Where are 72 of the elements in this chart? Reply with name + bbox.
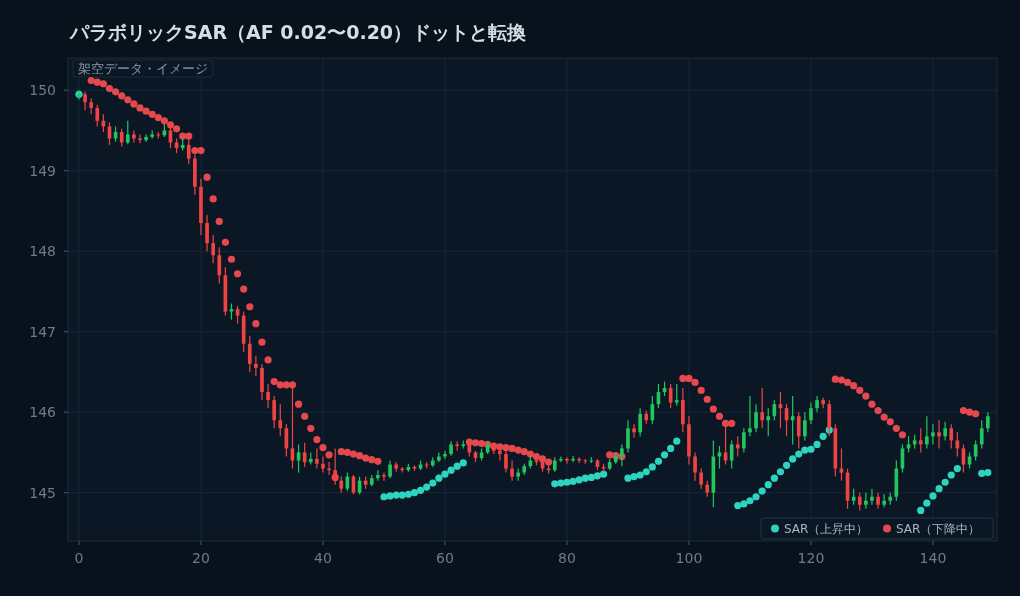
point xyxy=(752,493,760,501)
point xyxy=(587,473,595,482)
point xyxy=(392,491,400,499)
point xyxy=(648,463,656,471)
point xyxy=(398,491,406,499)
point xyxy=(734,501,742,510)
point xyxy=(435,474,443,482)
x-tick-label: 60 xyxy=(436,550,454,566)
point xyxy=(758,487,766,495)
point xyxy=(746,497,754,505)
point xyxy=(935,485,943,493)
point xyxy=(801,446,809,454)
point xyxy=(673,437,681,445)
y-tick-label: 146 xyxy=(29,404,57,421)
y-tick-label: 148 xyxy=(29,243,56,260)
point xyxy=(423,483,431,491)
point xyxy=(984,468,992,477)
point xyxy=(447,466,455,474)
point xyxy=(624,474,632,482)
point xyxy=(813,440,821,448)
point xyxy=(581,474,589,482)
point xyxy=(593,472,602,480)
point xyxy=(789,455,797,463)
point xyxy=(807,445,815,453)
point xyxy=(429,479,437,487)
point xyxy=(563,478,571,486)
point xyxy=(575,476,583,484)
x-tick-label: 100 xyxy=(675,550,703,566)
y-tick-label: 147 xyxy=(29,323,56,340)
point xyxy=(764,481,772,489)
point xyxy=(776,468,785,476)
point xyxy=(917,506,925,515)
point xyxy=(740,500,748,508)
point xyxy=(782,461,791,469)
y-tick-label: 149 xyxy=(29,162,56,179)
point xyxy=(636,471,644,479)
point xyxy=(404,490,412,498)
annotation: 架空データ・イメージ xyxy=(78,61,208,76)
point xyxy=(953,464,961,473)
point xyxy=(557,479,565,487)
point xyxy=(947,471,955,479)
x-tick-label: 0 xyxy=(74,550,84,566)
legend-label: SAR（上昇中） xyxy=(784,522,869,536)
point xyxy=(667,444,675,453)
point xyxy=(416,486,425,494)
point xyxy=(923,499,931,507)
point xyxy=(929,492,937,500)
point xyxy=(453,462,461,470)
point xyxy=(380,493,388,501)
point xyxy=(770,474,778,482)
point xyxy=(569,477,577,486)
point xyxy=(459,459,467,467)
x-tick-label: 20 xyxy=(192,550,210,566)
chart-title: パラボリックSAR（AF 0.02〜0.20）ドットと転換 xyxy=(69,21,528,43)
point xyxy=(819,432,827,440)
point xyxy=(654,457,663,465)
point xyxy=(660,451,669,459)
legend-label: SAR（下降中） xyxy=(896,522,981,536)
point xyxy=(410,489,419,497)
y-tick-label: 145 xyxy=(29,484,56,501)
point xyxy=(386,492,394,500)
x-tick-label: 80 xyxy=(558,550,576,566)
point xyxy=(941,478,949,486)
y-tick-label: 150 xyxy=(29,82,56,99)
x-tick-label: 120 xyxy=(797,550,825,566)
point xyxy=(599,470,608,478)
point xyxy=(642,468,650,476)
point xyxy=(441,470,449,478)
point xyxy=(630,473,638,481)
x-tick-label: 140 xyxy=(919,550,947,566)
x-tick-label: 40 xyxy=(314,550,332,566)
point xyxy=(795,450,803,458)
